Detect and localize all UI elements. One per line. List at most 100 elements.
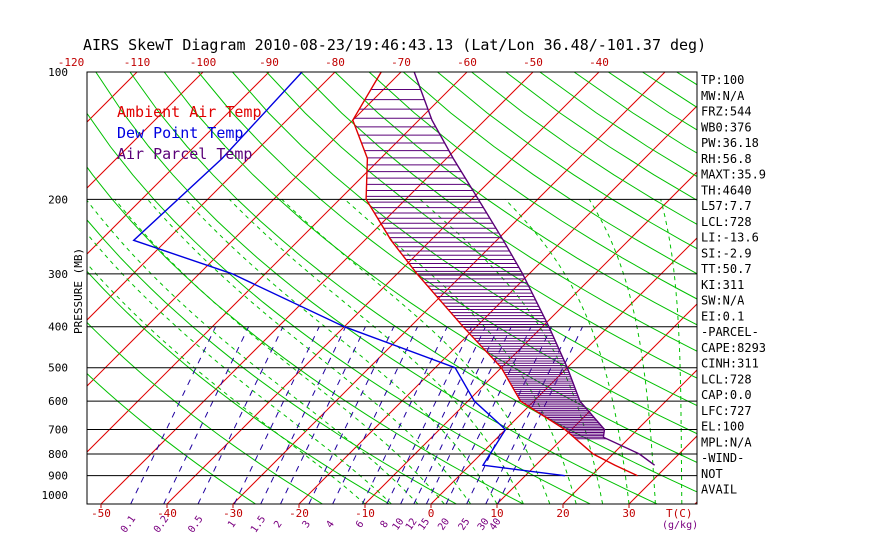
mixing-ratio-line [332, 326, 419, 504]
mixing-ratio-line [260, 326, 347, 504]
legend: Ambient Air Temp Dew Point Temp Air Parcel… [117, 103, 262, 163]
mixing-ratio-label: 2 [272, 519, 284, 530]
stability-index-value: TT:50.7 [701, 262, 752, 276]
mixing-ratio-line [163, 326, 250, 504]
stability-index-value: WB0:376 [701, 120, 752, 134]
mixing-ratio-line [413, 326, 500, 504]
stability-index-value: RH:56.8 [701, 152, 752, 166]
mixing-ratio-line [445, 326, 532, 504]
mixing-ratio-line [386, 326, 473, 504]
ambient-temperature-line [352, 72, 638, 477]
pressure-tick-label: 600 [48, 395, 68, 408]
top-temperature-tick-label: -100 [190, 56, 217, 69]
moist-adiabat-line [660, 199, 683, 504]
dry-adiabat-line [87, 270, 390, 504]
dry-adiabat-line [232, 72, 697, 407]
dry-adiabat-line [87, 112, 591, 504]
pressure-tick-label: 400 [48, 321, 68, 334]
mixing-ratio-line [425, 326, 512, 504]
plot-frame [86, 71, 698, 505]
dry-adiabat-line [197, 72, 697, 435]
pressure-tick-label: 500 [48, 362, 68, 375]
dry-adiabat-line [505, 72, 697, 201]
sounding-curves [132, 72, 656, 477]
bottom-temperature-tick-label: -50 [91, 507, 111, 520]
mixing-ratio-label: 4 [324, 519, 336, 530]
stability-index-value: AVAIL [701, 483, 737, 497]
isotherm-line [298, 105, 697, 504]
mixing-ratio-line [466, 326, 552, 504]
mixing-ratio-label: 8 [379, 519, 391, 530]
mixing-ratio-line [497, 326, 584, 504]
mixing-ratio-label: 25 [457, 516, 473, 532]
mixing-ratio-line [280, 326, 366, 504]
pressure-tick-label: 1000 [42, 489, 69, 502]
pressure-tick-label: 300 [48, 268, 68, 281]
isotherm-line [562, 369, 697, 504]
stability-index-value: MAXT:35.9 [701, 168, 766, 182]
bottom-temperature-tick-label: 20 [556, 507, 569, 520]
stability-index-value: CAP:0.0 [701, 388, 752, 402]
dry-adiabat-line [87, 321, 323, 504]
bottom-temperature-tick-label: 30 [622, 507, 635, 520]
dry-adiabat-line [300, 72, 697, 352]
dry-adiabat-line [95, 72, 658, 504]
isotherm-line [430, 237, 697, 504]
pressure-tick-label: 800 [48, 448, 68, 461]
isotherm-line [0, 72, 5, 504]
plot-border [86, 71, 698, 505]
dry-adiabat-line [87, 219, 457, 504]
parcel-temperature-line [413, 72, 656, 466]
stability-index-value: L57:7.7 [701, 199, 752, 213]
mixing-ratio-label: 0.1 [119, 514, 138, 535]
bottom-temperature-tick-label: -40 [157, 507, 177, 520]
stability-index-value: LI:-13.6 [701, 231, 759, 245]
moist-adiabat-line [504, 198, 630, 504]
stability-index-value: MW:N/A [701, 89, 745, 103]
moist-adiabat-line [184, 198, 498, 504]
isotherm-line [87, 72, 204, 189]
dry-adiabat-line [334, 72, 697, 326]
stability-index-value: KI:311 [701, 278, 744, 292]
dew-point-line [132, 72, 565, 477]
dry-adiabat-line [368, 72, 697, 300]
dry-adiabat-line [87, 372, 256, 504]
bottom-temperature-tick-label: -20 [289, 507, 309, 520]
isotherm-line [87, 72, 336, 321]
mixing-ratio-line [130, 326, 217, 504]
moist-adiabat-line [281, 198, 551, 504]
isotherm-line [761, 72, 870, 504]
stability-index-value: PW:36.18 [701, 136, 759, 150]
stability-index-value: SW:N/A [701, 294, 745, 308]
dry-adiabat-line [402, 72, 697, 275]
moist-adiabat-line [114, 198, 445, 504]
mixing-ratio-unit: (g/kg) [662, 520, 698, 531]
pressure-tick-label: 700 [48, 424, 68, 437]
stability-index-value: CINH:311 [701, 357, 759, 371]
top-temperature-tick-label: -70 [391, 56, 411, 69]
moist-adiabat-line [588, 199, 656, 504]
isotherm-line [87, 72, 468, 453]
mixing-ratio-label: 1.5 [249, 514, 268, 535]
moist-adiabat-line [344, 198, 577, 504]
mixing-ratio-label: 20 [436, 516, 452, 532]
stability-index-value: EL:100 [701, 420, 744, 434]
stability-index-value: LCL:728 [701, 215, 752, 229]
pressure-tick-label: 100 [48, 66, 68, 79]
isotherm-line [232, 72, 666, 504]
top-temperature-tick-label: -80 [325, 56, 345, 69]
isotherm-line [0, 72, 71, 504]
top-temperature-tick-label: -60 [457, 56, 477, 69]
dry-adiabat-line [129, 72, 697, 493]
dry-adiabat-line [266, 72, 697, 379]
isotherm-line [87, 72, 270, 255]
dry-adiabat-line [437, 72, 697, 250]
top-temperature-tick-label: -90 [259, 56, 279, 69]
stability-index-value: LFC:727 [701, 404, 752, 418]
x-axis-unit: T(C) [666, 507, 693, 520]
pressure-tick-label: 900 [48, 470, 68, 483]
chart-title: AIRS SkewT Diagram 2010-08-23/19:46:43.1… [83, 36, 706, 54]
